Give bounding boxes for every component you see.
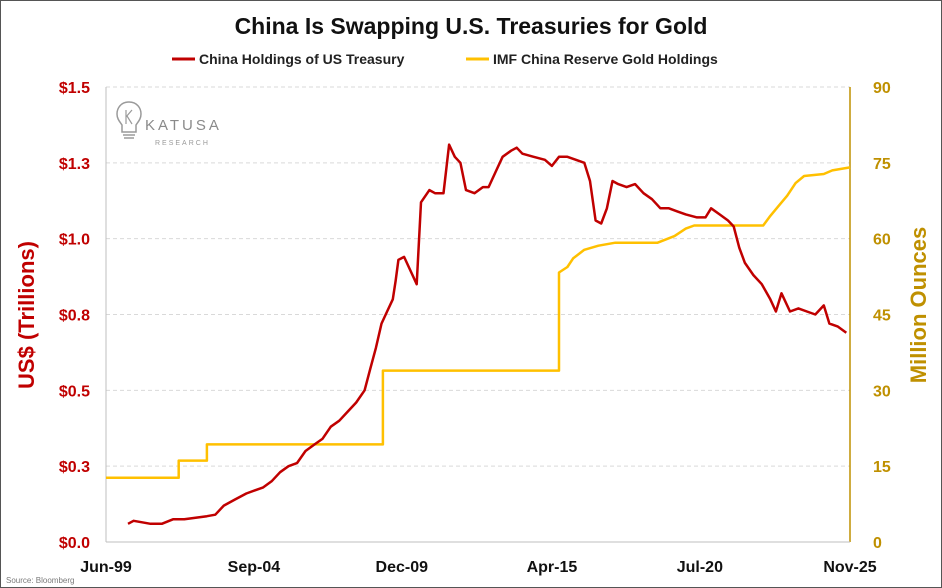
right-tick-label: 60 bbox=[873, 232, 891, 249]
left-tick-label: $1.5 bbox=[59, 80, 90, 97]
right-tick-label: 15 bbox=[873, 459, 891, 476]
series-line-treasury bbox=[127, 143, 848, 526]
right-tick-label: 45 bbox=[873, 308, 891, 325]
x-tick-labels: Jun-99 Sep-04 Dec-09 Apr-15 Jul-20 Nov-25 bbox=[80, 559, 877, 576]
x-tick-label: Nov-25 bbox=[823, 559, 876, 576]
right-tick-label: 90 bbox=[873, 80, 891, 97]
legend: China Holdings of US Treasury IMF China … bbox=[172, 51, 718, 67]
lightbulb-icon bbox=[116, 101, 142, 139]
logo-name: KATUSA bbox=[145, 117, 222, 134]
left-tick-label: $1.3 bbox=[59, 156, 90, 173]
gridlines bbox=[106, 86, 850, 467]
right-axis-title: Million Ounces bbox=[906, 227, 931, 383]
left-axis-title: US$ (Trillions) bbox=[14, 241, 39, 389]
x-tick-label: Dec-09 bbox=[376, 559, 429, 576]
left-tick-label: $0.5 bbox=[59, 383, 90, 400]
legend-label-treasury: China Holdings of US Treasury bbox=[199, 51, 405, 67]
x-tick-label: Jun-99 bbox=[80, 559, 132, 576]
left-tick-label: $1.0 bbox=[59, 232, 90, 249]
right-tick-label: 0 bbox=[873, 535, 882, 552]
x-tick-label: Apr-15 bbox=[527, 559, 578, 576]
x-tick-label: Jul-20 bbox=[677, 559, 723, 576]
right-tick-labels: 0 15 30 45 60 75 90 bbox=[873, 80, 891, 552]
logo-subtitle: RESEARCH bbox=[155, 140, 210, 147]
right-tick-label: 75 bbox=[873, 156, 891, 173]
legend-label-gold: IMF China Reserve Gold Holdings bbox=[493, 51, 718, 67]
chart-title: China Is Swapping U.S. Treasuries for Go… bbox=[235, 13, 708, 39]
right-tick-label: 30 bbox=[873, 383, 891, 400]
katusa-logo: KATUSA RESEARCH bbox=[116, 101, 222, 147]
left-tick-labels: $0.0 $0.3 $0.5 $0.8 $1.0 $1.3 $1.5 bbox=[59, 80, 90, 552]
series-line-gold bbox=[106, 166, 851, 480]
left-tick-label: $0.8 bbox=[59, 308, 90, 325]
source-note: Source: Bloomberg bbox=[6, 576, 74, 585]
left-tick-label: $0.3 bbox=[59, 459, 90, 476]
x-tick-label: Sep-04 bbox=[228, 559, 281, 576]
left-tick-label: $0.0 bbox=[59, 535, 90, 552]
